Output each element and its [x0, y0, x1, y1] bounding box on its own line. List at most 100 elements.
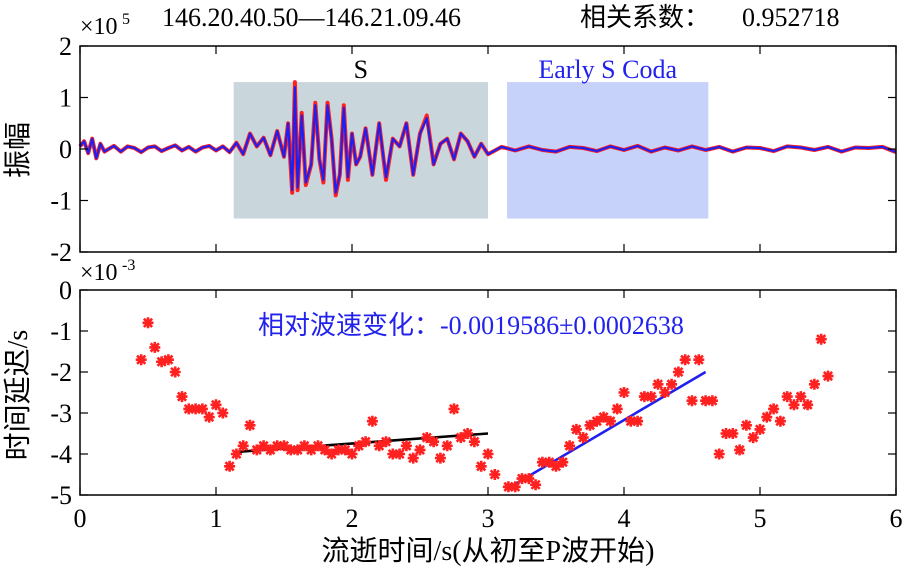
delay-point [468, 436, 480, 448]
bottom-xtick-label-4: 4 [618, 504, 631, 533]
top-ylabel: 振幅 [2, 122, 34, 178]
delay-point [482, 448, 494, 460]
delay-point [196, 403, 208, 415]
delay-point [149, 341, 161, 353]
delay-point [190, 403, 202, 415]
delay-point [734, 444, 746, 456]
delay-point [455, 432, 467, 444]
bottom-xtick-label-5: 5 [754, 504, 767, 533]
delay-point [747, 432, 759, 444]
bottom-exponent-power: -3 [122, 257, 135, 274]
bottom-ytick-label-3: -3 [50, 399, 72, 428]
delay-point [251, 444, 263, 456]
delay-point [550, 460, 562, 472]
delay-point [700, 395, 712, 407]
delay-point [339, 444, 351, 456]
delay-point [564, 440, 576, 452]
delay-point [686, 395, 698, 407]
delay-point [203, 411, 215, 423]
delay-point [448, 403, 460, 415]
delay-point [509, 481, 521, 493]
delay-point [326, 448, 338, 460]
bottom-xtick-label-6: 6 [890, 504, 903, 533]
delay-point [298, 440, 310, 452]
bottom-xtick-label-0: 0 [74, 504, 87, 533]
bottom-points [135, 317, 834, 493]
window-label-1: Early S Coda [538, 55, 677, 84]
delay-point [618, 387, 630, 398]
delay-point [183, 403, 195, 415]
delay-point [394, 448, 406, 460]
delay-point [536, 456, 548, 468]
delay-point [516, 473, 528, 485]
top-ytick-label-1: 1 [59, 84, 72, 113]
delay-point [584, 419, 596, 431]
delay-point [761, 411, 773, 423]
delay-point [672, 366, 684, 378]
delay-point [421, 432, 433, 444]
delay-point [360, 436, 372, 448]
delay-point [156, 356, 168, 368]
bottom-ytick-label-5: -5 [50, 481, 72, 510]
delay-point [237, 440, 249, 452]
top-exponent-base: ×10 [80, 14, 118, 40]
delay-point [706, 395, 718, 407]
delay-point [727, 428, 739, 439]
delay-point [244, 419, 256, 431]
delay-point [577, 432, 589, 444]
delay-point [441, 440, 453, 452]
bottom-annotation: 相对波速变化：-0.0019586±0.0002638 [258, 311, 684, 340]
delay-point [489, 469, 501, 480]
top-ytick-label-2: 0 [59, 135, 72, 164]
delay-point [142, 317, 154, 329]
delay-point [210, 399, 222, 411]
bottom-ytick-label-2: -2 [50, 358, 72, 387]
bottom-xtick-label-1: 1 [210, 504, 223, 533]
delay-point [802, 399, 814, 411]
delay-point [400, 440, 412, 452]
delay-point [278, 440, 290, 452]
delay-point [319, 444, 331, 456]
delay-point [217, 407, 229, 419]
correlation-label: 相关系数： [580, 3, 710, 32]
bottom-xlabel: 流逝时间/s(从初至P波开始) [322, 535, 655, 567]
top-yticks: 2 1 0 -1 -2 [50, 32, 896, 267]
delay-point [407, 452, 419, 464]
delay-point [135, 354, 147, 366]
delay-point [292, 444, 304, 456]
delay-point [373, 440, 385, 452]
bottom-exponent-base: ×10 [80, 260, 118, 286]
delay-point [666, 378, 678, 390]
delay-point [462, 428, 474, 439]
correlation-value: 0.952718 [742, 3, 840, 32]
delay-point [305, 444, 317, 456]
top-ytick-label-0: 2 [59, 32, 72, 61]
bottom-ytick-label-1: -1 [50, 317, 72, 346]
delay-point [720, 428, 732, 439]
bottom-xtick-label-3: 3 [482, 504, 495, 533]
bottom-xticks: 0 1 2 3 4 5 6 [74, 46, 903, 533]
station-pair-label: 146.20.40.50—146.21.09.46 [162, 3, 461, 32]
delay-point [808, 378, 820, 390]
delay-point [774, 415, 786, 427]
delay-point [795, 391, 807, 403]
delay-point [530, 479, 542, 491]
delay-point [659, 387, 671, 398]
delay-point [366, 415, 378, 427]
delay-point [271, 440, 283, 452]
delay-point [604, 415, 616, 427]
bottom-ytick-label-4: -4 [50, 440, 72, 469]
delay-point [638, 391, 650, 403]
bottom-xtick-label-2: 2 [346, 504, 359, 533]
delay-point [822, 370, 834, 382]
delay-point [264, 444, 276, 456]
delay-point [502, 481, 514, 493]
top-series [78, 80, 897, 198]
top-ytick-label-3: -1 [50, 187, 72, 216]
delay-point [380, 436, 392, 448]
delay-point [713, 448, 725, 460]
bottom-panel: 0 -1 -2 -3 -4 -5 0 1 2 3 4 5 6 ×10 -3 相对波速变化：-0.001… [2, 46, 903, 567]
waveform-series-1 [79, 86, 897, 194]
top-panel: S Early S Coda 2 1 0 -1 -2 ×10 5 振幅 [2, 11, 897, 267]
